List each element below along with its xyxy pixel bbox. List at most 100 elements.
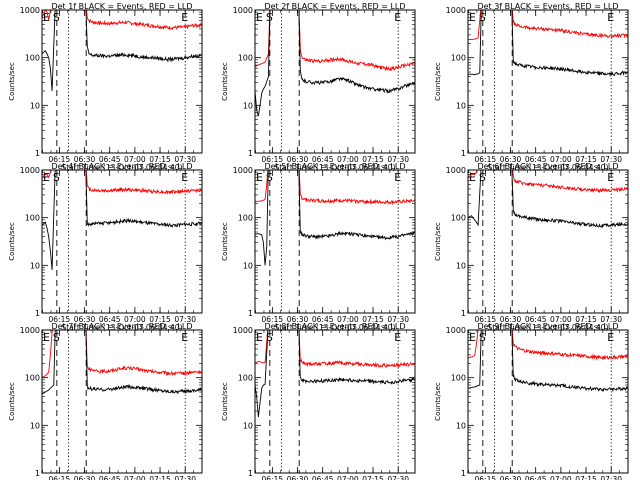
y-axis-label: Counts/sec xyxy=(8,62,16,101)
x-tick-label: 07:15 xyxy=(575,315,597,324)
y-tick-label: 1000 xyxy=(20,166,40,175)
x-tick-label: 06:45 xyxy=(525,315,547,324)
chart-panel-1: Det 1f BLACK = Events, RED = LLD Counts/s… xyxy=(8,2,203,172)
x-tick-label: 07:30 xyxy=(387,315,409,324)
y-tick-label: 10 xyxy=(30,261,40,270)
series-line-black xyxy=(468,330,628,393)
marker-label-s: S xyxy=(479,11,486,24)
x-tick-label: 06:30 xyxy=(500,155,522,164)
x-tick-label: 06:15 xyxy=(262,155,284,164)
marker-label-e-left: E xyxy=(43,331,50,344)
marker-label-s: S xyxy=(479,331,486,344)
x-tick-label: 07:00 xyxy=(124,475,146,480)
x-axis-label: Start Time (13-Oct-07 06:04:40) xyxy=(274,163,395,172)
x-tick-label: 06:45 xyxy=(99,155,121,164)
chart-title: Det 5f BLACK = Events, RED = LLD xyxy=(264,162,405,171)
x-tick-label: 07:30 xyxy=(174,155,196,164)
y-tick-label: 100 xyxy=(451,214,466,223)
y-tick-label: 1000 xyxy=(233,6,253,15)
chart-panel-6: Det 6f BLACK = Events, RED = LLD Counts/s… xyxy=(434,162,629,332)
x-tick-label: 07:00 xyxy=(124,155,146,164)
y-tick-label: 100 xyxy=(451,374,466,383)
x-tick-label: 06:45 xyxy=(312,475,334,480)
y-tick-label: 1000 xyxy=(446,326,466,335)
chart-panel-5: Det 5f BLACK = Events, RED = LLD Counts/s… xyxy=(221,162,416,332)
y-tick-label: 1000 xyxy=(20,326,40,335)
x-tick-label: 06:15 xyxy=(49,475,71,480)
x-tick-label: 06:15 xyxy=(262,315,284,324)
marker-label-e-left: E xyxy=(256,11,263,24)
x-tick-label: 06:15 xyxy=(475,475,497,480)
y-tick-label: 10 xyxy=(456,421,466,430)
x-tick-label: 07:00 xyxy=(550,315,572,324)
marker-label-e: E xyxy=(394,331,401,344)
series-line-black xyxy=(42,10,202,92)
x-tick-label: 07:15 xyxy=(575,155,597,164)
chart-title: Det 3f BLACK = Events, RED = LLD xyxy=(477,2,618,11)
y-tick-label: 10 xyxy=(30,421,40,430)
x-tick-label: 06:30 xyxy=(287,155,309,164)
x-tick-label: 06:30 xyxy=(500,315,522,324)
marker-label-e: E xyxy=(181,11,188,24)
series-line-red xyxy=(468,170,628,194)
y-tick-label: 1 xyxy=(461,469,466,478)
x-tick-label: 06:30 xyxy=(74,475,96,480)
plot-frame xyxy=(467,9,629,154)
x-tick-label: 07:15 xyxy=(362,475,384,480)
marker-label-e: E xyxy=(607,171,614,184)
y-tick-label: 1 xyxy=(35,149,40,158)
y-tick-label: 1 xyxy=(248,309,253,318)
y-axis-label: Counts/sec xyxy=(221,62,229,101)
chart-title: Det 1f BLACK = Events, RED = LLD xyxy=(51,2,192,11)
series-line-red xyxy=(468,10,628,40)
marker-label-e: E xyxy=(394,171,401,184)
x-tick-label: 06:15 xyxy=(49,155,71,164)
y-tick-label: 1000 xyxy=(446,166,466,175)
y-tick-label: 100 xyxy=(25,374,40,383)
y-tick-label: 1 xyxy=(248,149,253,158)
x-tick-label: 07:30 xyxy=(600,315,622,324)
x-tick-label: 06:15 xyxy=(475,155,497,164)
marker-label-s: S xyxy=(53,171,60,184)
x-axis-label: Start Time (13-Oct-07 06:04:40) xyxy=(61,323,182,332)
x-tick-label: 07:15 xyxy=(362,155,384,164)
chart-title: Det 2f BLACK = Events, RED = LLD xyxy=(264,2,405,11)
y-tick-label: 1 xyxy=(35,309,40,318)
y-tick-label: 1 xyxy=(248,469,253,478)
x-tick-label: 06:30 xyxy=(74,315,96,324)
series-line-black xyxy=(468,10,628,78)
y-tick-label: 10 xyxy=(243,421,253,430)
plot-frame xyxy=(254,9,416,154)
series-line-red xyxy=(468,330,628,361)
x-axis-label: Start Time (13-Oct-07 06:04:40) xyxy=(61,163,182,172)
plot-frame xyxy=(467,329,629,474)
series-line-red xyxy=(255,10,415,72)
y-tick-label: 1 xyxy=(461,309,466,318)
y-tick-label: 1000 xyxy=(446,6,466,15)
marker-label-e-left: E xyxy=(43,11,50,24)
series-line-red xyxy=(42,10,202,31)
x-tick-label: 07:00 xyxy=(550,475,572,480)
chart-panel-9: Det 9f BLACK = Events, RED = LLD Counts/s… xyxy=(434,322,629,480)
y-tick-label: 1000 xyxy=(20,6,40,15)
y-axis-label: Counts/sec xyxy=(434,222,442,261)
series-line-black xyxy=(42,330,202,395)
chart-title: Det 4f BLACK = Events, RED = LLD xyxy=(51,162,192,171)
y-tick-label: 1000 xyxy=(233,326,253,335)
y-tick-label: 1 xyxy=(35,469,40,478)
x-tick-label: 07:30 xyxy=(600,155,622,164)
x-tick-label: 07:30 xyxy=(174,475,196,480)
marker-label-s: S xyxy=(479,171,486,184)
marker-label-e: E xyxy=(607,331,614,344)
series-line-red xyxy=(42,170,202,196)
x-tick-label: 07:00 xyxy=(337,315,359,324)
y-tick-label: 10 xyxy=(30,101,40,110)
plot-frame xyxy=(41,169,203,314)
y-tick-label: 100 xyxy=(238,214,253,223)
x-tick-label: 06:30 xyxy=(74,155,96,164)
series-line-red xyxy=(42,330,202,379)
x-tick-label: 06:15 xyxy=(49,315,71,324)
marker-label-e: E xyxy=(181,171,188,184)
marker-label-e-left: E xyxy=(469,11,476,24)
marker-label-e: E xyxy=(607,11,614,24)
